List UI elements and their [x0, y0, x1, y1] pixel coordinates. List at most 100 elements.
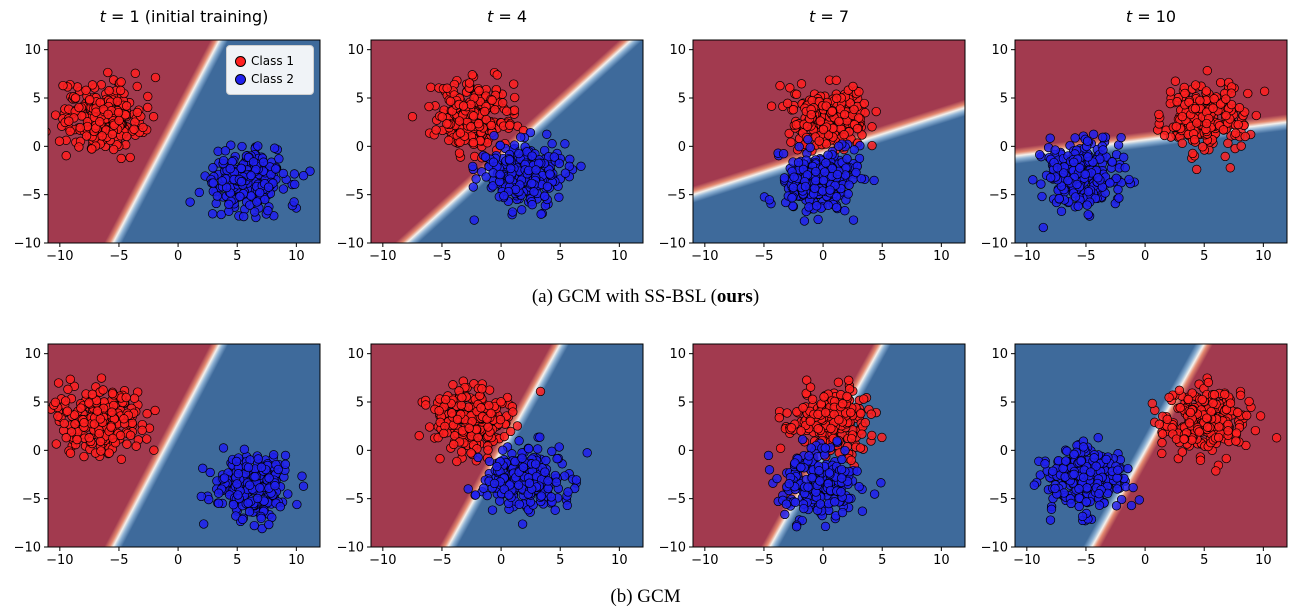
- x-tick-label: 5: [233, 249, 241, 264]
- data-point: [81, 131, 92, 141]
- data-point: [1078, 442, 1089, 452]
- data-point: [779, 173, 790, 183]
- data-point: [233, 490, 243, 500]
- data-point: [489, 478, 500, 489]
- data-point: [790, 497, 800, 507]
- data-point: [1211, 466, 1221, 476]
- data-point: [486, 408, 496, 418]
- data-point: [855, 443, 866, 453]
- data-point: [1231, 128, 1241, 138]
- data-point: [502, 392, 513, 403]
- y-tick-label: −10: [14, 541, 41, 556]
- data-point: [1250, 425, 1261, 436]
- data-point: [220, 146, 231, 156]
- data-point: [802, 375, 812, 385]
- y-tick-label: −10: [14, 237, 41, 252]
- data-point: [806, 443, 816, 453]
- data-point: [1162, 414, 1172, 424]
- data-point: [517, 453, 527, 463]
- data-point: [527, 200, 537, 210]
- data-point: [866, 409, 876, 419]
- data-point: [1234, 103, 1245, 113]
- axes-frame: [692, 343, 966, 548]
- data-point: [457, 392, 467, 403]
- data-point: [54, 136, 65, 146]
- y-tick-label: 5: [678, 396, 686, 411]
- data-point: [772, 473, 782, 484]
- data-point: [437, 112, 447, 122]
- data-point: [185, 197, 195, 207]
- data-point: [1206, 406, 1216, 417]
- data-point: [290, 179, 300, 189]
- data-point: [1081, 497, 1091, 507]
- data-point: [228, 500, 239, 510]
- data-point: [107, 388, 118, 399]
- data-point: [280, 459, 291, 469]
- data-point: [1180, 88, 1190, 99]
- data-point: [214, 488, 224, 498]
- data-point: [149, 445, 159, 455]
- data-point: [554, 442, 564, 452]
- data-point: [58, 80, 68, 91]
- x-tick-label: 0: [497, 249, 505, 264]
- data-point: [218, 155, 229, 166]
- data-point: [837, 454, 847, 465]
- series-class-1-points: [407, 67, 529, 163]
- y-tick-label: −10: [981, 541, 1008, 556]
- data-point: [1059, 168, 1069, 178]
- data-point: [1242, 410, 1252, 421]
- data-point: [487, 505, 498, 515]
- data-point: [1056, 206, 1067, 216]
- data-point: [846, 433, 857, 444]
- data-point: [1259, 86, 1270, 96]
- data-point: [297, 471, 307, 481]
- data-point: [114, 115, 124, 126]
- data-point: [504, 490, 514, 500]
- data-point: [1255, 411, 1266, 421]
- data-point: [867, 122, 877, 132]
- data-point: [820, 167, 830, 177]
- data-point: [466, 122, 476, 132]
- data-point: [108, 433, 118, 443]
- data-point: [854, 87, 864, 97]
- data-point: [471, 174, 481, 184]
- data-point: [857, 506, 868, 516]
- data-point: [138, 122, 148, 133]
- series-class-2-points: [468, 127, 586, 225]
- data-point: [271, 164, 281, 174]
- data-point: [1209, 94, 1219, 104]
- data-point: [1197, 394, 1207, 405]
- data-point: [248, 157, 259, 167]
- data-point: [121, 101, 132, 111]
- x-tick-label: −5: [1076, 553, 1095, 568]
- data-point: [125, 430, 136, 440]
- data-point: [1105, 178, 1115, 188]
- y-tick-label: 10: [991, 43, 1008, 58]
- data-point: [846, 407, 856, 418]
- data-point: [848, 81, 858, 92]
- data-point: [249, 520, 259, 531]
- y-tick-label: −10: [659, 541, 686, 556]
- data-point: [512, 421, 523, 431]
- data-point: [1089, 453, 1099, 463]
- x-tick-label: 5: [1200, 249, 1208, 264]
- x-tick-label: 0: [497, 553, 505, 568]
- data-point: [442, 83, 452, 93]
- data-point: [53, 411, 63, 421]
- data-point: [87, 144, 97, 154]
- data-point: [509, 79, 519, 89]
- data-point: [860, 418, 870, 428]
- y-tick-label: −5: [345, 492, 364, 507]
- data-point: [1050, 145, 1060, 155]
- data-point: [1236, 141, 1246, 151]
- data-point: [1177, 111, 1187, 122]
- data-point: [820, 521, 831, 532]
- data-point: [1070, 192, 1081, 202]
- data-point: [469, 215, 479, 225]
- data-point: [1240, 131, 1250, 142]
- data-point: [827, 163, 837, 174]
- data-point: [1271, 433, 1282, 443]
- data-point: [764, 195, 775, 205]
- data-point: [799, 216, 810, 226]
- x-tick-label: −10: [691, 249, 718, 264]
